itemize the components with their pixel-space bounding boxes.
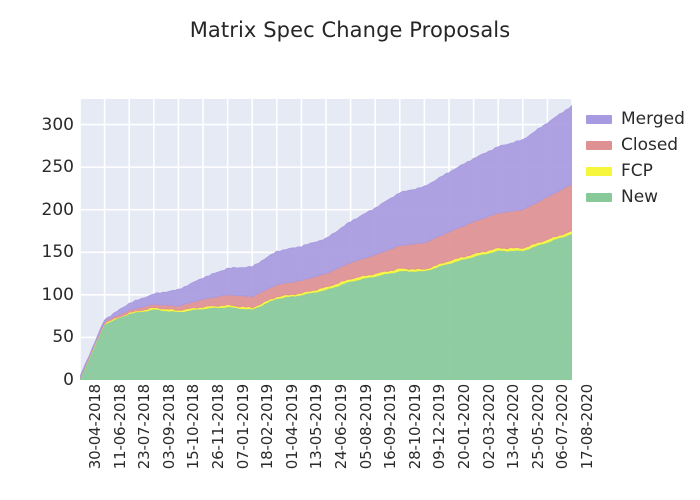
- x-axis-tick: 07-01-2019: [233, 384, 252, 470]
- x-axis-tick: 15-10-2018: [184, 384, 203, 470]
- legend-label: Closed: [621, 135, 679, 155]
- y-axis-tick: 0: [63, 370, 74, 390]
- x-axis-tick: 11-06-2018: [110, 384, 129, 470]
- y-axis-tick: 100: [41, 284, 74, 305]
- legend-swatch-icon: [586, 166, 612, 176]
- x-axis-tick: 25-05-2020: [528, 384, 547, 470]
- legend-label: FCP: [621, 161, 653, 181]
- x-axis-tick: 06-07-2020: [553, 384, 572, 470]
- x-axis-tick-labels: 30-04-2018 11-06-2018 23-07-2018 03-09-2018…: [80, 384, 596, 500]
- y-axis-tick: 200: [41, 199, 74, 220]
- legend-item-closed[interactable]: Closed: [586, 132, 698, 158]
- chart-title: Matrix Spec Change Proposals: [189, 18, 511, 42]
- plot-area: [80, 99, 572, 380]
- legend-item-new[interactable]: New: [586, 184, 698, 210]
- x-axis-tick: 09-12-2019: [430, 384, 449, 470]
- legend-item-fcp[interactable]: FCP: [586, 158, 698, 184]
- x-axis-tick: 26-11-2018: [209, 384, 227, 470]
- y-axis-tick-labels: 0 50 100 150 200 250 300: [0, 99, 74, 390]
- x-axis-tick: 30-04-2018: [86, 384, 104, 470]
- x-axis-tick: 13-04-2020: [504, 384, 523, 470]
- x-axis-tick: 03-09-2018: [159, 384, 178, 470]
- x-axis-tick: 17-08-2020: [578, 384, 596, 470]
- legend-label: Merged: [621, 109, 685, 129]
- y-axis-tick: 250: [41, 157, 74, 178]
- stacked-area-plot: [80, 99, 572, 380]
- y-axis-tick: 150: [41, 242, 74, 263]
- x-axis-tick: 01-04-2019: [282, 384, 301, 470]
- x-axis-tick: 24-06-2019: [332, 384, 350, 470]
- legend-item-merged[interactable]: Merged: [586, 106, 698, 132]
- y-axis-tick: 300: [41, 114, 74, 135]
- x-axis-tick: 13-05-2019: [307, 384, 326, 470]
- legend-label: New: [621, 187, 659, 207]
- x-axis-tick: 16-09-2019: [381, 384, 400, 470]
- y-axis-tick: 50: [52, 327, 74, 348]
- legend-swatch-icon: [586, 192, 612, 202]
- chart-legend: Merged Closed FCP New: [586, 106, 698, 210]
- x-axis-tick: 20-01-2020: [455, 384, 473, 470]
- x-axis-tick: 05-08-2019: [356, 384, 375, 470]
- legend-swatch-icon: [586, 140, 612, 150]
- x-axis-tick: 23-07-2018: [135, 384, 154, 470]
- legend-swatch-icon: [586, 114, 612, 124]
- x-axis-tick: 28-10-2019: [405, 384, 424, 470]
- x-axis-tick: 18-02-2019: [258, 384, 277, 470]
- x-axis-tick: 02-03-2020: [479, 384, 498, 470]
